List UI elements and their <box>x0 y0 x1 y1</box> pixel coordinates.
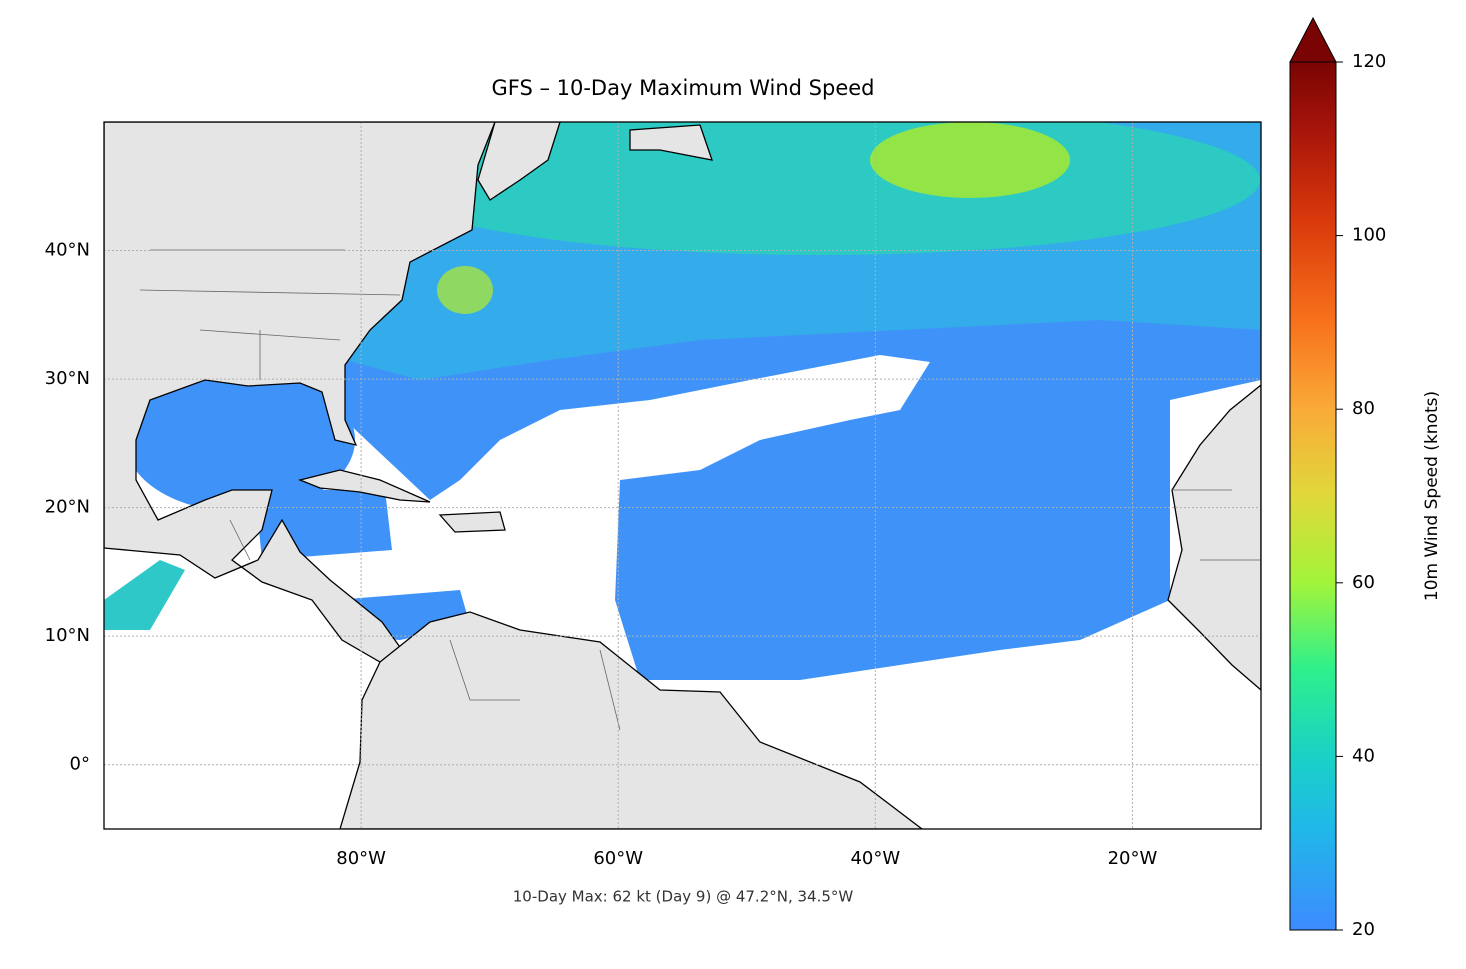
y-tick-label: 30°N <box>45 368 90 389</box>
annotation: 10-Day Max: 62 kt (Day 9) @ 47.2°N, 34.5… <box>513 888 854 906</box>
chart-title: GFS – 10-Day Maximum Wind Speed <box>491 76 874 100</box>
colorbar-extend <box>1289 16 1337 63</box>
x-tick-label: 20°W <box>1108 848 1158 869</box>
colorbar-tick-label: 60 <box>1352 572 1375 593</box>
x-tick-label: 80°W <box>336 848 386 869</box>
gridlines <box>104 122 1261 829</box>
colorbar-label: 10m Wind Speed (knots) <box>1422 391 1442 601</box>
land <box>104 122 1261 829</box>
colorbar-tick-label: 40 <box>1352 745 1375 766</box>
y-tick-label: 20°N <box>45 497 90 518</box>
colorbar <box>1289 61 1337 931</box>
map <box>104 122 1261 829</box>
wind-field <box>104 122 1261 680</box>
x-tick-label: 40°W <box>850 848 900 869</box>
colorbar-tick-label: 120 <box>1352 51 1386 72</box>
colorbar-tick-label: 20 <box>1352 919 1375 940</box>
y-tick-label: 10°N <box>45 625 90 646</box>
colorbar-tick-label: 100 <box>1352 225 1386 246</box>
y-tick-label: 0° <box>70 754 90 775</box>
plot-frame <box>103 121 1262 830</box>
colorbar-tick-label: 80 <box>1352 398 1375 419</box>
x-tick-label: 60°W <box>593 848 643 869</box>
y-tick-label: 40°N <box>45 240 90 261</box>
